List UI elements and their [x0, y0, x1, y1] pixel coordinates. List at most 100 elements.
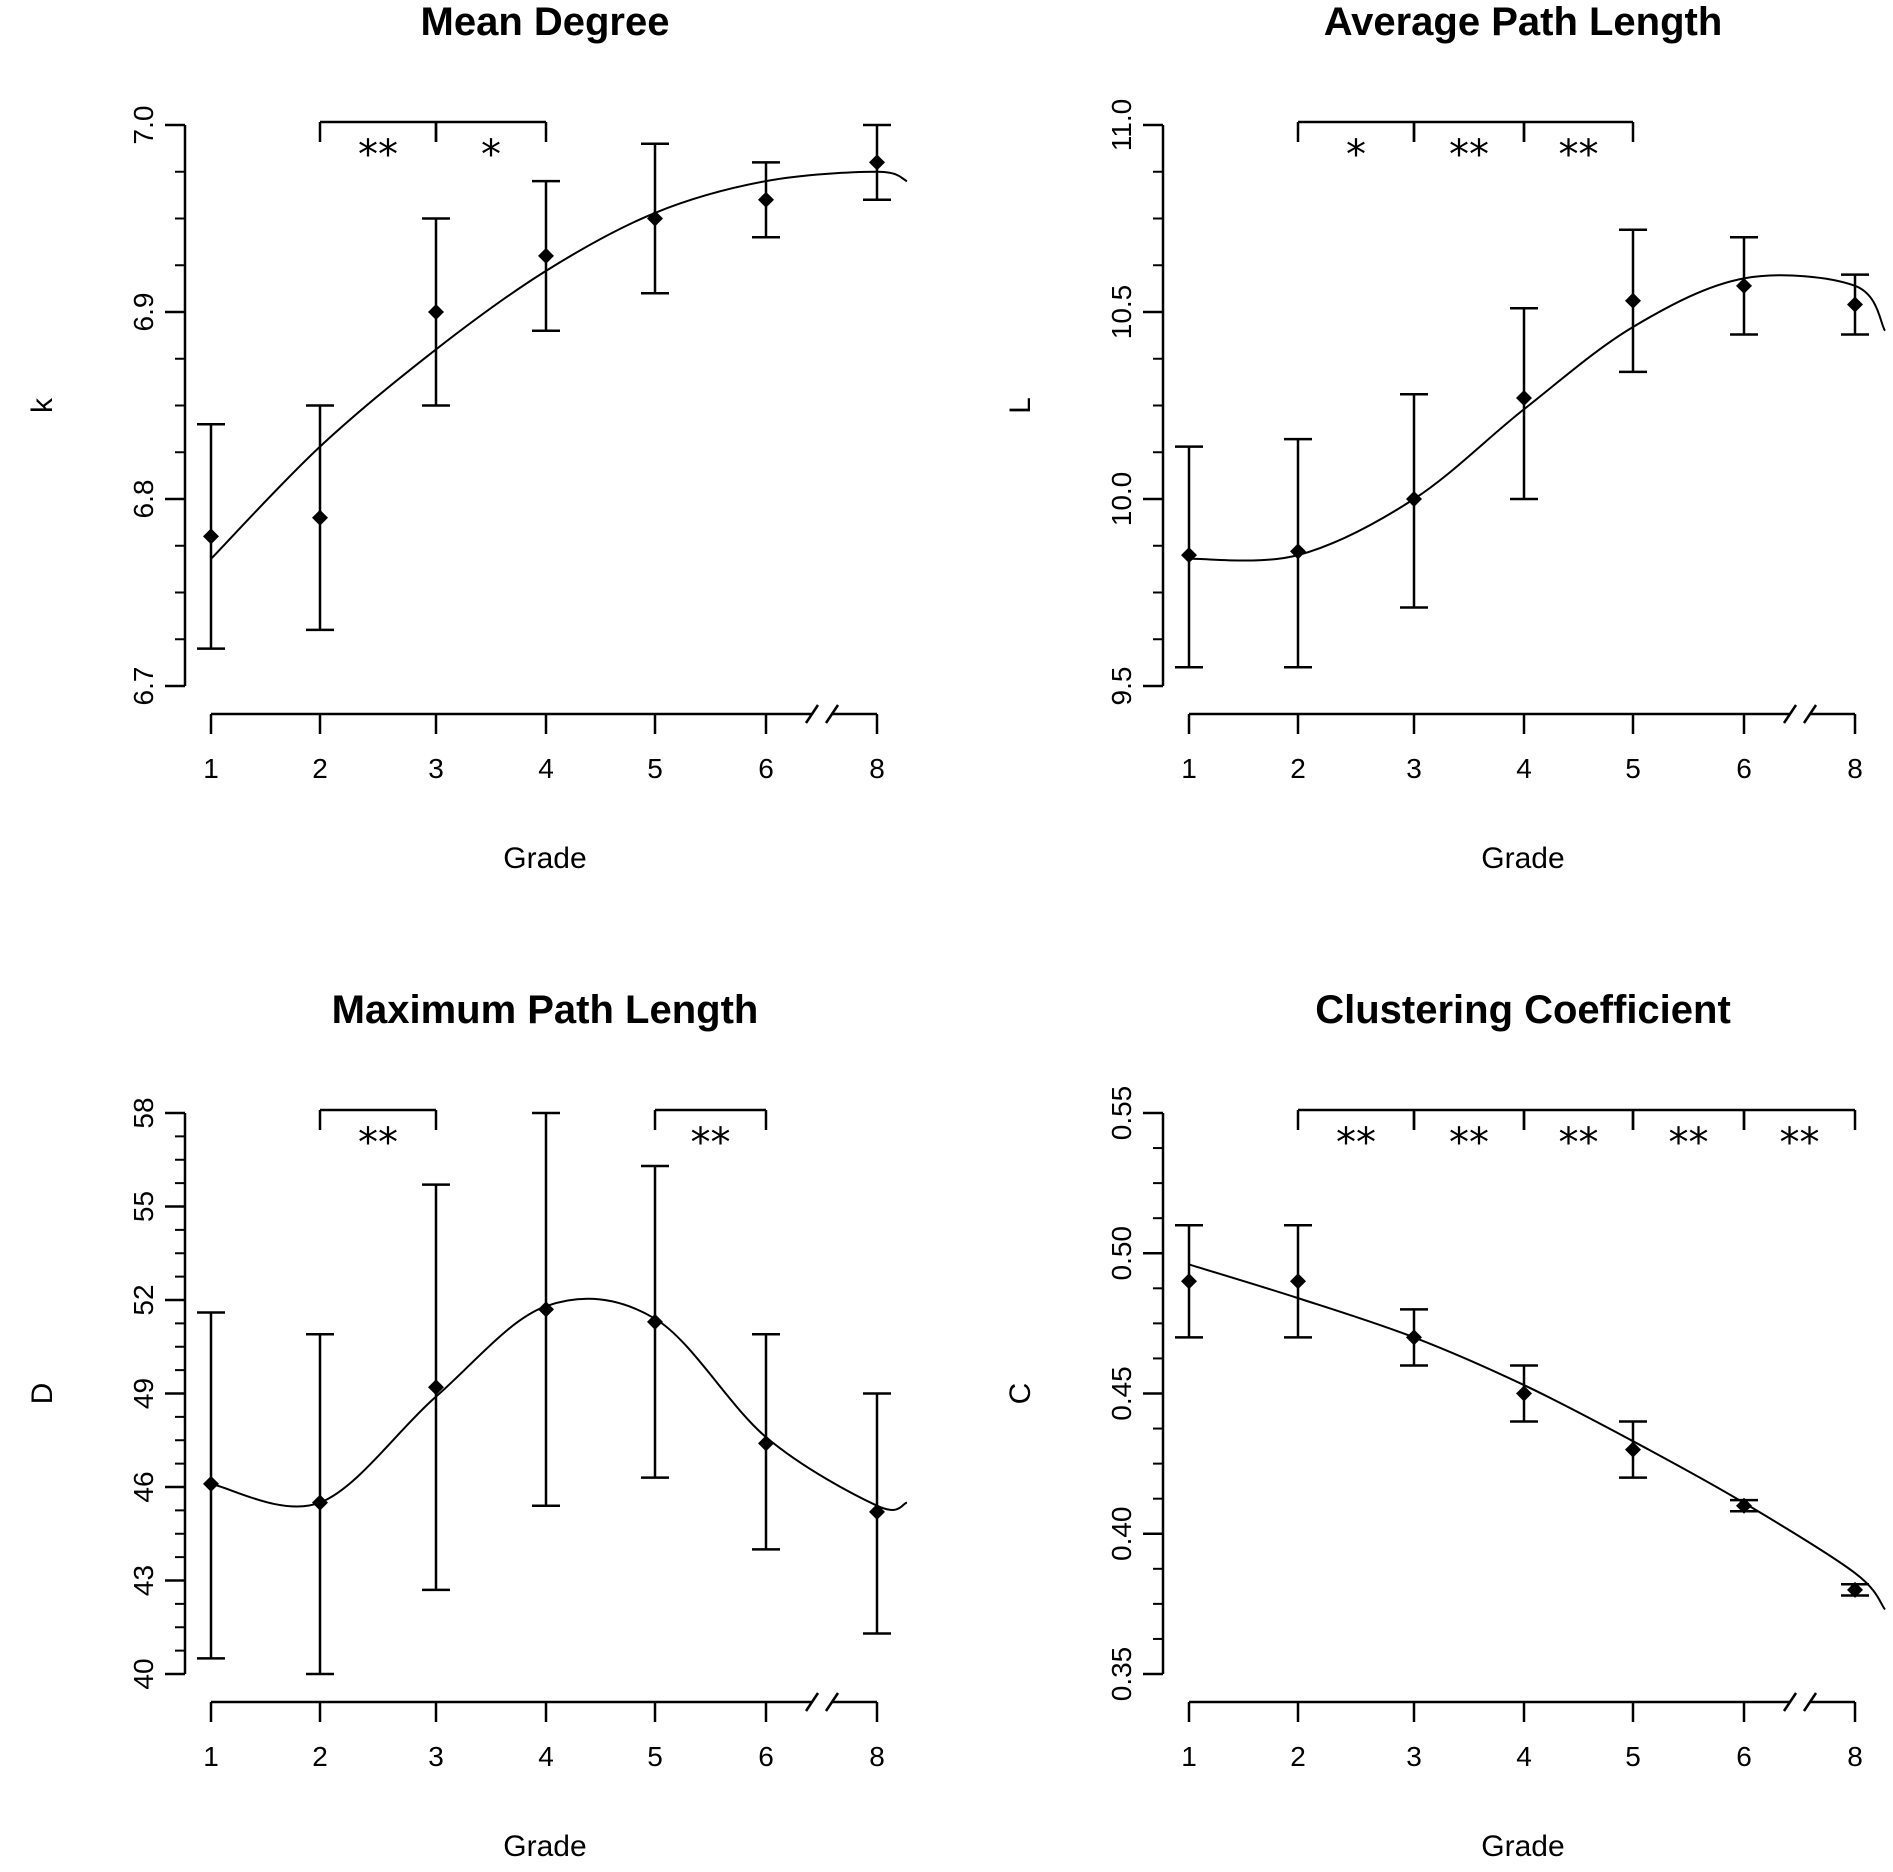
axis-break-mark: [1802, 704, 1818, 724]
x-tick-label: 3: [428, 1741, 444, 1772]
x-tick-label: 1: [1181, 753, 1197, 784]
data-point: [1516, 390, 1532, 407]
significance-label: **: [1559, 1120, 1599, 1166]
x-tick-label: 2: [312, 753, 328, 784]
data-point: [869, 1503, 885, 1520]
axis-break-mark: [1802, 1692, 1818, 1712]
y-tick-label: 6.9: [128, 293, 159, 332]
data-point: [1625, 1441, 1641, 1458]
significance-label: **: [691, 1120, 731, 1166]
axis-break-mark: [824, 704, 840, 724]
data-point: [1181, 1273, 1197, 1290]
fit-curve: [210, 1297, 908, 1511]
chart-title: Mean Degree: [421, 0, 670, 44]
x-tick-label: 6: [1736, 1741, 1752, 1772]
data-point: [758, 1435, 774, 1452]
x-tick-label: 8: [1847, 1741, 1863, 1772]
data-point: [1290, 543, 1306, 560]
significance-label: **: [1669, 1120, 1709, 1166]
data-point: [1736, 1497, 1752, 1514]
significance-bracket: **: [1412, 1108, 1526, 1166]
data-point: [538, 1301, 554, 1318]
data-point: [312, 1494, 328, 1511]
chart-title: Clustering Coefficient: [1315, 988, 1731, 1032]
significance-label: **: [1336, 1120, 1376, 1166]
axis-break-mark: [824, 1692, 840, 1712]
fit-curve: [1188, 1263, 1886, 1611]
y-tick-label: 0.35: [1106, 1647, 1137, 1702]
panel-maximum-path-length: Maximum Path Length 40 43 46 49 52 55 58 D 1 2 3 4 5 6…: [26, 988, 908, 1863]
x-axis-label: Grade: [1481, 842, 1564, 875]
y-tick-label: 46: [128, 1471, 159, 1502]
x-tick-label: 8: [1847, 753, 1863, 784]
x-tick-label: 8: [869, 753, 885, 784]
significance-bracket: *: [1296, 120, 1416, 178]
significance-bracket: **: [1296, 1108, 1416, 1166]
panel-average-path-length: Average Path Length 9.5 10.0 10.5 11.0 L 1 2 3 4 5…: [1004, 0, 1886, 875]
y-axis-label: k: [26, 397, 59, 413]
x-axis-label: Grade: [503, 842, 586, 875]
significance-bracket: **: [1522, 1108, 1635, 1166]
data-point: [647, 210, 663, 227]
y-tick-label: 6.8: [128, 480, 159, 519]
data-point: [647, 1313, 663, 1330]
significance-label: **: [1449, 132, 1489, 178]
significance-label: *: [1346, 132, 1366, 178]
x-tick-label: 6: [758, 1741, 774, 1772]
x-tick-label: 4: [538, 1741, 554, 1772]
y-axis-label: L: [1004, 397, 1037, 414]
y-tick-label: 6.7: [128, 667, 159, 706]
axis-break-mark: [804, 704, 820, 724]
axis-break-mark: [804, 1692, 820, 1712]
y-tick-label: 9.5: [1106, 667, 1137, 706]
x-tick-label: 1: [1181, 1741, 1197, 1772]
y-tick-label: 0.40: [1106, 1507, 1137, 1562]
y-tick-label: 40: [128, 1658, 159, 1689]
y-tick-label: 10.0: [1106, 472, 1137, 527]
significance-label: **: [1559, 132, 1599, 178]
significance-label: **: [1780, 1120, 1820, 1166]
significance-bracket: **: [1742, 1108, 1857, 1166]
x-axis-label: Grade: [1481, 1830, 1564, 1863]
x-tick-label: 5: [1625, 753, 1641, 784]
chart-title: Maximum Path Length: [332, 988, 759, 1032]
x-tick-label: 6: [1736, 753, 1752, 784]
significance-label: **: [358, 132, 398, 178]
y-tick-label: 10.5: [1106, 285, 1137, 340]
y-tick-label: 43: [128, 1565, 159, 1596]
significance-label: **: [358, 1120, 398, 1166]
x-tick-label: 3: [1406, 1741, 1422, 1772]
significance-bracket: **: [1522, 120, 1635, 178]
data-point: [312, 509, 328, 526]
x-tick-label: 2: [312, 1741, 328, 1772]
x-tick-label: 4: [1516, 1741, 1532, 1772]
x-tick-label: 3: [428, 753, 444, 784]
data-point: [538, 247, 554, 264]
data-point: [428, 1379, 444, 1396]
y-tick-label: 0.45: [1106, 1366, 1137, 1421]
data-point: [1406, 1329, 1422, 1346]
x-tick-label: 5: [647, 1741, 663, 1772]
data-point: [1406, 491, 1422, 507]
fit-curve: [1188, 274, 1886, 562]
significance-bracket: **: [318, 1108, 438, 1166]
chart-title: Average Path Length: [1324, 0, 1723, 44]
significance-bracket: **: [1631, 1108, 1746, 1166]
x-tick-label: 3: [1406, 753, 1422, 784]
data-point: [1516, 1385, 1532, 1402]
significance-bracket: **: [1412, 120, 1526, 178]
significance-label: *: [481, 132, 501, 178]
x-tick-label: 6: [758, 753, 774, 784]
x-tick-label: 2: [1290, 753, 1306, 784]
significance-bracket: **: [653, 1108, 768, 1166]
data-point: [428, 304, 444, 320]
x-tick-label: 1: [203, 753, 219, 784]
fit-curve: [210, 170, 908, 560]
data-point: [869, 154, 885, 171]
x-tick-label: 4: [1516, 753, 1532, 784]
x-tick-label: 8: [869, 1741, 885, 1772]
significance-bracket: *: [434, 120, 548, 178]
data-point: [1181, 547, 1197, 564]
